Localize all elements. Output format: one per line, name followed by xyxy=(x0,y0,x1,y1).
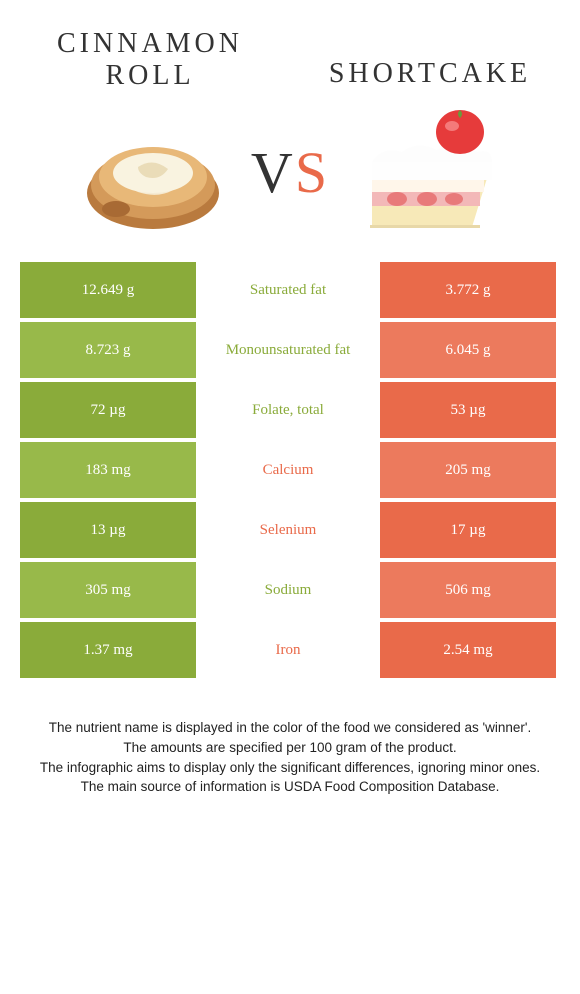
nutrient-name: Sodium xyxy=(200,562,376,618)
right-value: 3.772 g xyxy=(380,262,556,318)
nutrient-name: Folate, total xyxy=(200,382,376,438)
table-row: 8.723 gMonounsaturated fat6.045 g xyxy=(20,322,560,378)
left-value: 8.723 g xyxy=(20,322,196,378)
left-food-title: Cinnamon roll xyxy=(40,28,260,92)
nutrient-name: Monounsaturated fat xyxy=(200,322,376,378)
table-row: 305 mgSodium506 mg xyxy=(20,562,560,618)
left-value: 183 mg xyxy=(20,442,196,498)
table-row: 13 µgSelenium17 µg xyxy=(20,502,560,558)
left-value: 12.649 g xyxy=(20,262,196,318)
right-value: 205 mg xyxy=(380,442,556,498)
right-value: 2.54 mg xyxy=(380,622,556,678)
right-food-title: Shortcake xyxy=(320,58,540,90)
footer-line-2: The amounts are specified per 100 gram o… xyxy=(24,738,556,758)
cinnamon-roll-image xyxy=(63,102,243,242)
vs-v: V xyxy=(251,140,295,205)
table-row: 183 mgCalcium205 mg xyxy=(20,442,560,498)
table-row: 1.37 mgIron2.54 mg xyxy=(20,622,560,678)
footer-notes: The nutrient name is displayed in the co… xyxy=(24,718,556,796)
table-row: 12.649 gSaturated fat3.772 g xyxy=(20,262,560,318)
comparison-table: 12.649 gSaturated fat3.772 g8.723 gMonou… xyxy=(20,262,560,678)
right-value: 506 mg xyxy=(380,562,556,618)
vs-s: S xyxy=(295,140,329,205)
nutrient-name: Iron xyxy=(200,622,376,678)
nutrient-name: Calcium xyxy=(200,442,376,498)
footer-line-4: The main source of information is USDA F… xyxy=(24,777,556,797)
shortcake-image xyxy=(337,102,517,242)
left-value: 13 µg xyxy=(20,502,196,558)
nutrient-name: Selenium xyxy=(200,502,376,558)
header: Cinnamon roll Shortcake xyxy=(0,0,580,92)
right-value: 17 µg xyxy=(380,502,556,558)
right-value: 6.045 g xyxy=(380,322,556,378)
right-value: 53 µg xyxy=(380,382,556,438)
left-value: 72 µg xyxy=(20,382,196,438)
footer-line-3: The infographic aims to display only the… xyxy=(24,758,556,778)
table-row: 72 µgFolate, total53 µg xyxy=(20,382,560,438)
footer-line-1: The nutrient name is displayed in the co… xyxy=(24,718,556,738)
left-value: 305 mg xyxy=(20,562,196,618)
images-row: VS xyxy=(0,102,580,242)
left-value: 1.37 mg xyxy=(20,622,196,678)
vs-label: VS xyxy=(251,139,329,206)
nutrient-name: Saturated fat xyxy=(200,262,376,318)
